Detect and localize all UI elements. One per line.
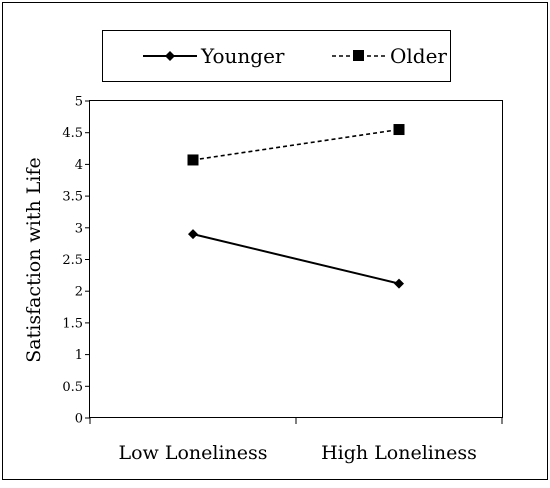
series-layer — [187, 124, 405, 289]
data-point-0-0 — [188, 229, 198, 240]
y-tick-label: 3.5 — [62, 190, 83, 205]
x-category-label: Low Loneliness — [118, 442, 267, 464]
y-tick-label: 2 — [75, 285, 83, 300]
x-category-label: High Loneliness — [321, 442, 477, 464]
legend-label-older: Older — [390, 44, 447, 68]
legend-marker-older — [353, 50, 364, 61]
data-point-1-1 — [393, 124, 405, 136]
y-tick-label: 5 — [75, 95, 83, 110]
data-point-0-1 — [394, 278, 404, 289]
y-axis: 0 0.5 1 1.5 2 2.5 3 3.5 4 4.5 5 — [62, 95, 90, 427]
y-tick-label: 4 — [75, 158, 83, 173]
y-tick-label: 3 — [75, 221, 83, 236]
legend-item-younger: Younger — [143, 44, 285, 68]
y-axis-title: Satisfaction with Life — [23, 157, 45, 362]
legend: Younger Older — [102, 30, 451, 82]
y-tick-label: 2.5 — [62, 253, 83, 268]
legend-item-older: Older — [332, 44, 447, 68]
data-point-1-0 — [187, 154, 199, 166]
y-tick-label: 0 — [75, 412, 83, 427]
y-tick-label: 1 — [75, 348, 83, 363]
legend-label-younger: Younger — [200, 44, 285, 68]
y-tick-label: 0.5 — [62, 380, 83, 395]
legend-marker-younger — [165, 51, 175, 61]
series-line-0 — [192, 233, 400, 285]
y-tick-label: 4.5 — [62, 126, 83, 141]
x-axis: Low Loneliness High Loneliness — [89, 418, 503, 464]
y-tick-label: 1.5 — [62, 316, 83, 331]
